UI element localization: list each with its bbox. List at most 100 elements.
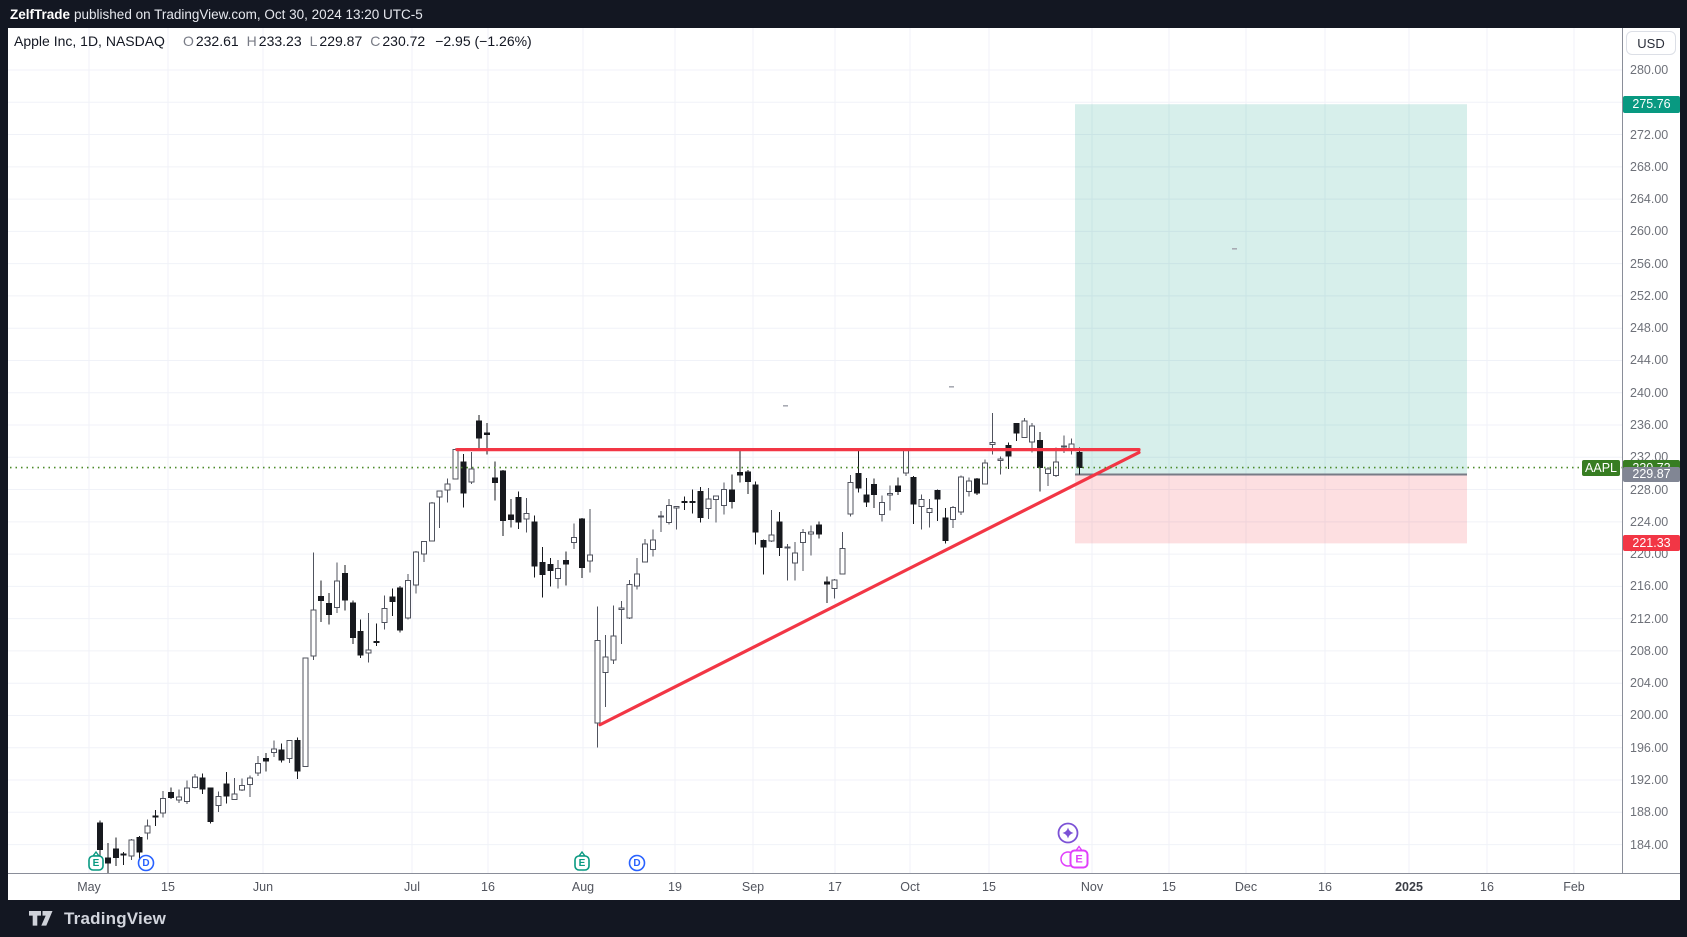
candle-body — [515, 497, 522, 523]
author-name: ZelfTrade — [10, 6, 71, 22]
earnings-marker-icon[interactable] — [574, 855, 590, 871]
last-price-symbol-label: AAPL — [1582, 459, 1620, 476]
candle-body — [436, 490, 443, 498]
price-axis-tick: 256.00 — [1630, 256, 1669, 271]
candle-body — [120, 853, 127, 856]
candle-body — [958, 476, 965, 513]
sparkle-star-icon — [1062, 827, 1074, 839]
candle-body — [294, 739, 301, 772]
candle-body — [855, 473, 862, 489]
candle-body — [207, 787, 214, 822]
candle-body — [973, 478, 980, 494]
candle-body — [492, 477, 498, 483]
symbol-title: Apple Inc, 1D, NASDAQ — [14, 33, 165, 49]
time-axis[interactable]: May 15 Jun Jul 16 Aug 19 Sep 17 Oct 15 Nov 15 Dec 16 20… — [8, 874, 1680, 900]
earnings-marker-icon[interactable] — [88, 855, 104, 871]
drawing-anchor-dash — [783, 405, 788, 407]
candle-body — [578, 518, 585, 568]
candle-body — [1060, 445, 1067, 448]
candle-body — [191, 776, 198, 788]
candle-body — [673, 506, 680, 509]
earnings-marker-icon[interactable] — [1069, 849, 1089, 869]
candle-body — [563, 560, 570, 565]
candle-body — [744, 471, 751, 482]
price-axis-tick: 268.00 — [1630, 159, 1669, 174]
time-axis-tick: Feb — [1563, 880, 1585, 894]
attribution-bar: ZelfTrade published on TradingView.com, … — [0, 0, 1687, 28]
earnings-marker-letter: E — [1075, 854, 1082, 866]
candle-body — [981, 462, 988, 485]
drawing-anchor-dash — [949, 386, 954, 388]
tradingview-wordmark[interactable]: TradingView — [64, 908, 167, 928]
time-axis-tick: Aug — [571, 880, 595, 894]
candle-body — [697, 490, 704, 519]
high-value: 233.23 — [258, 33, 302, 49]
candle-body — [1021, 420, 1028, 439]
tradingview-logo-icon[interactable] — [28, 909, 54, 929]
candle-body — [215, 795, 222, 807]
candle-body — [918, 498, 925, 508]
dividend-marker-letter: D — [633, 858, 640, 869]
candle-body — [405, 579, 412, 619]
candle-body — [657, 515, 664, 518]
candle-body — [768, 534, 775, 542]
ascending-trendline[interactable] — [598, 450, 1141, 727]
candle-body — [1037, 440, 1044, 468]
price-axis-tick: 272.00 — [1630, 127, 1669, 142]
candle-body — [531, 521, 538, 567]
candle-body — [476, 420, 483, 439]
price-axis[interactable]: 184.00 188.00 192.00 196.00 200.00 204.00 208.… — [1623, 28, 1680, 873]
candle-body — [784, 546, 791, 549]
price-axis-separator — [1622, 28, 1623, 900]
price-axis-tick: 204.00 — [1630, 676, 1669, 691]
time-axis-tick: 16 — [481, 880, 495, 894]
time-axis-tick: Jul — [404, 880, 420, 894]
candle-body — [681, 500, 688, 503]
entry-price-label: 229.87 — [1623, 466, 1680, 482]
candle-body — [618, 607, 625, 611]
candle-body — [705, 498, 712, 509]
dividend-marker-icon[interactable] — [137, 854, 155, 872]
candle-body — [871, 483, 878, 496]
long-position-profit-zone[interactable] — [1075, 104, 1467, 475]
candle-body — [942, 517, 949, 541]
candle-body — [428, 502, 435, 542]
candle-body — [555, 567, 562, 580]
candle-body — [262, 758, 269, 762]
close-label: C — [370, 33, 381, 49]
price-axis-tick: 228.00 — [1630, 482, 1669, 497]
currency-toggle-button[interactable]: USD — [1626, 31, 1676, 55]
low-value: 229.87 — [319, 33, 363, 49]
dividend-marker-icon[interactable] — [628, 854, 646, 872]
symbol-legend[interactable]: Apple Inc, 1D, NASDAQ O 232.61 H 233.23 L 229.… — [14, 33, 532, 49]
candle-body — [642, 543, 649, 563]
candle-body — [800, 532, 807, 543]
time-axis-tick: 16 — [1318, 880, 1332, 894]
price-axis-tick: 200.00 — [1630, 708, 1669, 723]
candle-body — [752, 484, 759, 533]
earnings-marker-letter: E — [93, 858, 100, 869]
candle-body — [729, 489, 735, 503]
candle-body — [989, 441, 996, 445]
candle-body — [863, 494, 870, 503]
frame-right — [1680, 28, 1687, 900]
price-axis-tick: 264.00 — [1630, 192, 1669, 207]
price-axis-tick: 216.00 — [1630, 579, 1669, 594]
candle-body — [626, 583, 633, 619]
candle-body — [460, 461, 467, 494]
time-axis-tick: Sep — [741, 880, 765, 894]
stop-price-label: 221.33 — [1623, 535, 1680, 552]
candle-body — [160, 797, 167, 814]
candle-body — [997, 458, 1004, 462]
candle-body — [894, 485, 901, 492]
price-axis-tick: 248.00 — [1630, 321, 1669, 336]
long-position-loss-zone[interactable] — [1075, 474, 1467, 544]
candle-body — [452, 448, 459, 480]
candle-body — [594, 640, 601, 724]
price-axis-tick: 244.00 — [1630, 353, 1669, 368]
price-axis-tick: 260.00 — [1630, 224, 1669, 239]
time-axis-tick: Jun — [252, 880, 274, 894]
candle-body — [1045, 468, 1051, 475]
